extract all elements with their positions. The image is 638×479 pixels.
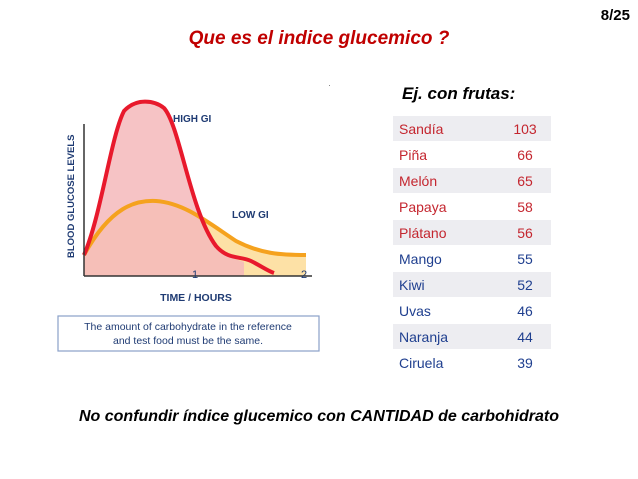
low-gi-curve bbox=[82, 198, 307, 257]
fruit-name: Piña bbox=[393, 141, 499, 168]
fruit-gi-value: 65 bbox=[499, 167, 551, 194]
note-line-2: and test food must be the same. bbox=[113, 335, 263, 347]
glycemic-index-chart: 1 2 HIGH GI LOW GI BLOOD GLUCOSE LEVELS … bbox=[57, 99, 320, 352]
fruit-gi-value: 103 bbox=[499, 116, 551, 142]
fruit-gi-value: 56 bbox=[499, 219, 551, 246]
fruit-name: Ciruela bbox=[393, 349, 499, 376]
high-gi-area bbox=[84, 101, 244, 277]
fruit-name: Mango bbox=[393, 245, 499, 272]
table-row: Melón 65 bbox=[393, 167, 551, 194]
fruit-gi-value: 66 bbox=[499, 141, 551, 168]
table-row: Sandía 103 bbox=[393, 116, 551, 142]
table-row: Ciruela 39 bbox=[393, 349, 551, 376]
page-number: 8/25 bbox=[600, 7, 630, 24]
note-box bbox=[57, 315, 320, 352]
bottom-note: No confundir índice glucemico con CANTID… bbox=[78, 408, 560, 425]
fruit-name: Naranja bbox=[393, 323, 499, 350]
table-row: Mango 55 bbox=[393, 245, 551, 272]
fruit-gi-table: Sandía 103 Piña 66 Melón 65 Papaya 58 Plátano 56 M… bbox=[393, 116, 551, 376]
fruit-gi-value: 46 bbox=[499, 297, 551, 324]
table-row: Plátano 56 bbox=[393, 219, 551, 246]
fruit-gi-value: 39 bbox=[499, 349, 551, 376]
x-tick-2: 2 bbox=[301, 269, 307, 281]
fruit-name: Plátano bbox=[393, 219, 499, 246]
low-gi-label: LOW GI bbox=[232, 210, 269, 221]
fruit-caption: Ej. con frutas: bbox=[402, 84, 516, 103]
table-row: Naranja 44 bbox=[393, 323, 551, 350]
high-gi-curve bbox=[82, 99, 275, 275]
high-gi-label: HIGH GI bbox=[173, 114, 212, 125]
x-tick-1: 1 bbox=[192, 269, 198, 281]
fruit-name: Papaya bbox=[393, 193, 499, 220]
fruit-gi-value: 44 bbox=[499, 323, 551, 350]
fruit-gi-value: 52 bbox=[499, 271, 551, 298]
fruit-gi-value: 55 bbox=[499, 245, 551, 272]
table-row: Papaya 58 bbox=[393, 193, 551, 220]
note-line-1: The amount of carbohydrate in the refere… bbox=[84, 321, 292, 333]
slide-title: Que es el indice glucemico ? bbox=[188, 28, 450, 49]
fruit-gi-value: 58 bbox=[499, 193, 551, 220]
fruit-name: Kiwi bbox=[393, 271, 499, 298]
table-row: Piña 66 bbox=[393, 141, 551, 168]
fruit-name: Melón bbox=[393, 167, 499, 194]
y-axis-label: BLOOD GLUCOSE LEVELS bbox=[66, 134, 77, 258]
x-axis-label: TIME / HOURS bbox=[160, 292, 232, 304]
fruit-name: Uvas bbox=[393, 297, 499, 324]
stray-dot bbox=[329, 85, 330, 86]
table-row: Kiwi 52 bbox=[393, 271, 551, 298]
table-row: Uvas 46 bbox=[393, 297, 551, 324]
fruit-name: Sandía bbox=[393, 116, 499, 142]
